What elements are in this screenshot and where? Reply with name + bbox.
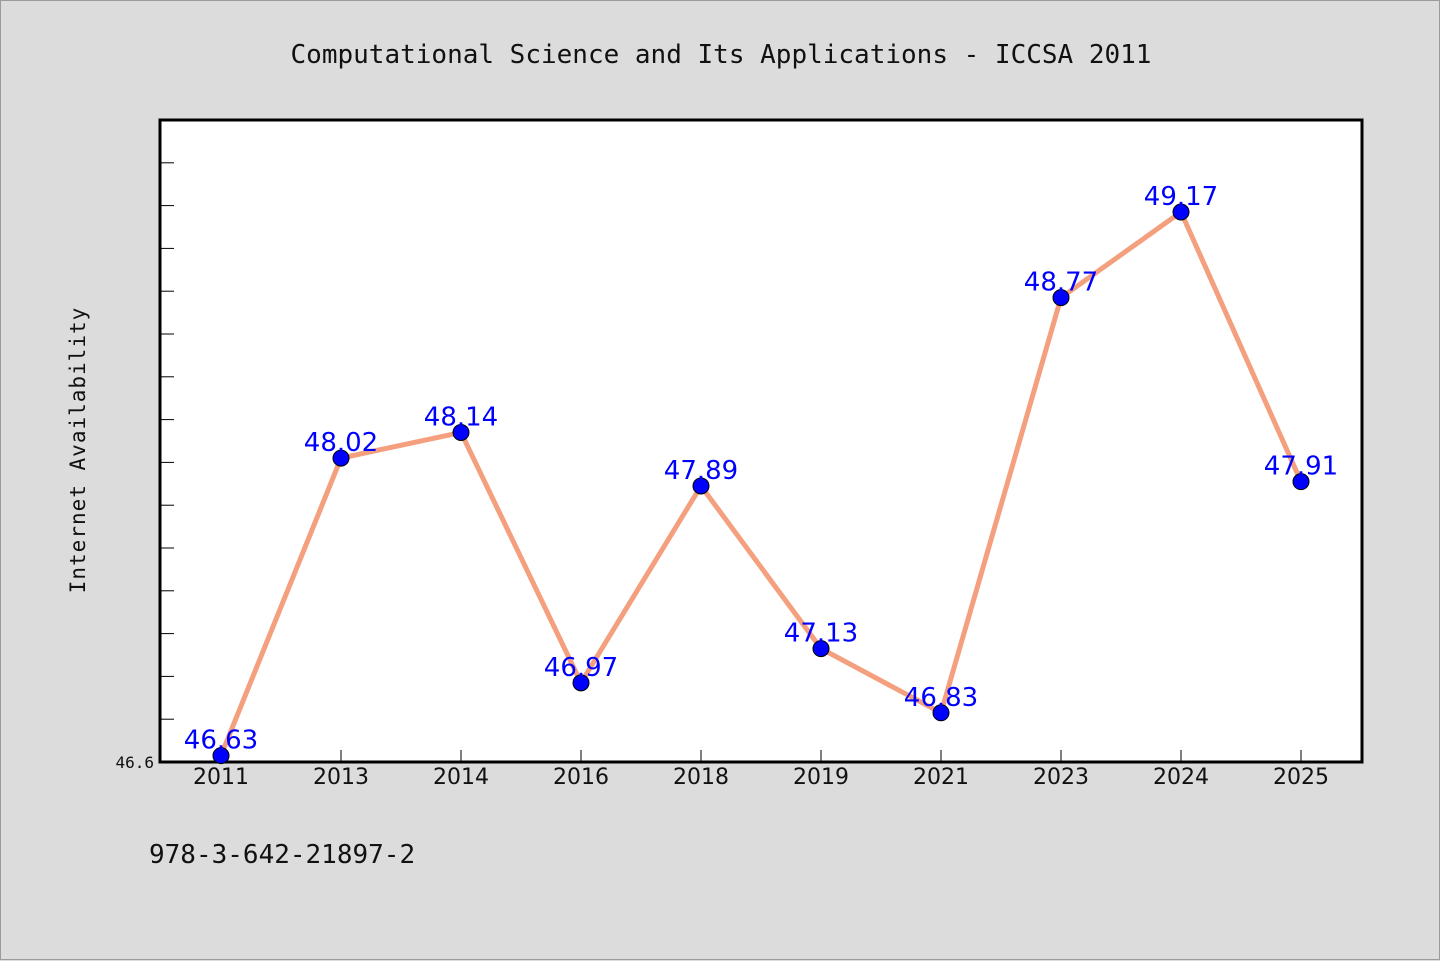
data-point — [212, 747, 230, 765]
data-point — [1172, 203, 1190, 221]
data-point — [1052, 289, 1070, 307]
data-point — [452, 423, 470, 441]
x-tick-label: 2025 — [1273, 765, 1329, 790]
data-labels: 46.63 48.02 48.14 46.97 47.89 47.13 46.83 48.77… — [184, 182, 1338, 756]
data-label: 49.17 — [1144, 182, 1218, 212]
x-tick-label: 2014 — [433, 765, 489, 790]
chart-title: Computational Science and Its Applicatio… — [291, 40, 1152, 70]
x-axis-ticks: 2011 2013 2014 2016 2018 2019 2021 2023 2024 2025 — [193, 750, 1329, 790]
x-tick-label: 2013 — [313, 765, 369, 790]
data-label: 46.63 — [184, 726, 258, 756]
data-label: 46.97 — [544, 653, 618, 683]
data-label: 48.14 — [424, 402, 498, 432]
isbn-footer: 978-3-642-21897-2 — [149, 840, 415, 870]
x-tick-label: 2018 — [673, 765, 729, 790]
data-label: 47.13 — [784, 619, 858, 649]
data-point — [572, 674, 590, 692]
series-line-group — [218, 209, 1304, 757]
y-axis-ticks: 46.6 — [115, 162, 174, 772]
data-label: 47.91 — [1264, 452, 1338, 482]
y-axis-label: Internet Availability — [66, 307, 90, 594]
x-tick-label: 2016 — [553, 765, 609, 790]
x-tick-label: 2024 — [1153, 765, 1209, 790]
x-tick-label: 2019 — [793, 765, 849, 790]
data-point — [332, 449, 350, 467]
y-tick-label: 46.6 — [115, 753, 154, 772]
data-label: 48.02 — [304, 428, 378, 458]
x-tick-label: 2023 — [1033, 765, 1089, 790]
data-point — [1292, 473, 1310, 491]
data-point — [692, 477, 710, 495]
data-label: 47.89 — [664, 456, 738, 486]
series-line — [218, 209, 1304, 757]
data-point — [932, 704, 950, 722]
x-tick-label: 2011 — [193, 765, 249, 790]
data-label: 48.77 — [1024, 268, 1098, 298]
data-label: 46.83 — [904, 683, 978, 713]
series-markers — [212, 203, 1310, 765]
x-tick-label: 2021 — [913, 765, 969, 790]
data-point — [812, 640, 830, 658]
